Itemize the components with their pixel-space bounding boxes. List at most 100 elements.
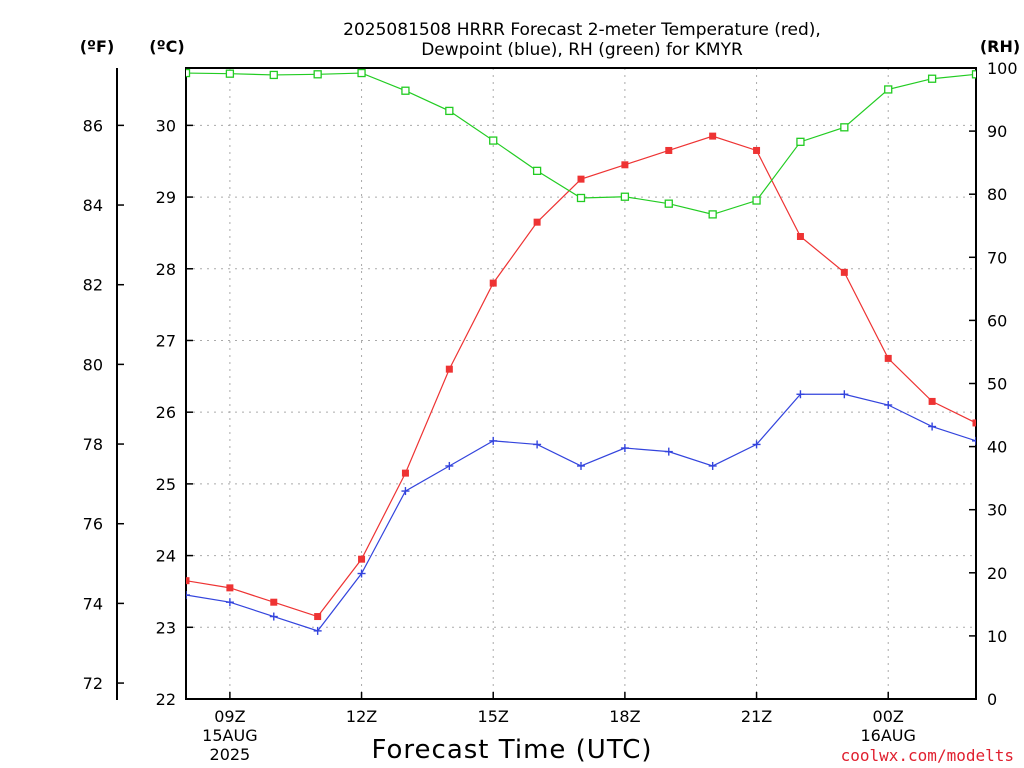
dewpoint-data-point bbox=[796, 390, 805, 399]
dewpoint-data-point bbox=[620, 444, 629, 453]
dewpoint-data-point bbox=[708, 461, 717, 470]
x-tick-label: 18Z bbox=[609, 707, 640, 726]
unit-celsius-label: (ºC) bbox=[149, 37, 184, 56]
rh-data-point bbox=[796, 137, 805, 146]
temperature-data-point bbox=[709, 132, 717, 140]
fahrenheit-tick-label: 82 bbox=[83, 276, 103, 295]
dewpoint-data-point bbox=[489, 436, 498, 445]
dewpoint-data-point bbox=[752, 440, 761, 449]
temperature-data-point bbox=[358, 555, 366, 563]
fahrenheit-tick-label: 74 bbox=[83, 594, 103, 613]
rh-data-point bbox=[532, 166, 542, 176]
temperature-data-point bbox=[186, 577, 190, 585]
rh-tick-label: 30 bbox=[987, 501, 1007, 520]
dewpoint-data-point bbox=[269, 612, 278, 621]
rh-data-point bbox=[752, 196, 761, 205]
rh-data-point bbox=[357, 68, 366, 78]
unit-rh-label: (RH) bbox=[980, 37, 1020, 56]
grid-lines bbox=[186, 68, 976, 699]
temperature-data-point bbox=[445, 365, 453, 373]
fahrenheit-tick-label: 76 bbox=[83, 515, 103, 534]
temperature-data-point bbox=[621, 161, 629, 169]
rh-data-point bbox=[401, 86, 410, 95]
temperature-data-point bbox=[884, 354, 892, 362]
dewpoint-data-point bbox=[664, 447, 673, 456]
temperature-data-point bbox=[840, 268, 848, 276]
dewpoint-data-point bbox=[884, 401, 893, 410]
temperature-data-point bbox=[270, 598, 278, 606]
rh-tick-label: 40 bbox=[987, 438, 1007, 457]
x-tick-label: 21Z bbox=[741, 707, 772, 726]
rh-data-point bbox=[225, 69, 235, 78]
chart-title-line2: Dewpoint (blue), RH (green) for KMYR bbox=[421, 40, 743, 60]
temperature-data-point bbox=[489, 279, 497, 287]
celsius-tick-label: 24 bbox=[156, 547, 176, 566]
celsius-tick-label: 29 bbox=[156, 188, 176, 207]
rh-tick-label: 100 bbox=[987, 59, 1018, 78]
dewpoint-data-point bbox=[357, 569, 366, 578]
rh-data-point bbox=[664, 199, 673, 208]
rh-series-line bbox=[186, 72, 976, 216]
x-tick-label: 15AUG bbox=[202, 726, 257, 745]
temperature-data-point bbox=[577, 175, 585, 183]
temperature-data-point bbox=[401, 469, 409, 477]
celsius-tick-label: 25 bbox=[156, 475, 176, 494]
dewpoint-data-point bbox=[445, 461, 454, 470]
temperature-data-point bbox=[533, 218, 541, 226]
rh-tick-label: 70 bbox=[987, 248, 1007, 267]
rh-data-point bbox=[971, 70, 976, 79]
celsius-tick-label: 26 bbox=[156, 403, 176, 422]
x-tick-label: 12Z bbox=[346, 707, 377, 726]
x-tick-label: 15Z bbox=[478, 707, 509, 726]
rh-data-point bbox=[620, 192, 630, 201]
temperature-data-point bbox=[753, 146, 761, 154]
x-tick-label: 16AUG bbox=[861, 726, 916, 745]
rh-data-point bbox=[313, 70, 322, 79]
rh-tick-label: 60 bbox=[987, 311, 1007, 330]
fahrenheit-tick-label: 84 bbox=[83, 196, 103, 215]
rh-tick-label: 50 bbox=[987, 375, 1007, 394]
dewpoint-series-line bbox=[186, 393, 976, 632]
dewpoint-data-point bbox=[533, 440, 542, 449]
fahrenheit-tick-label: 80 bbox=[83, 355, 103, 374]
dewpoint-data-point bbox=[401, 487, 410, 496]
rh-data-point bbox=[489, 136, 498, 145]
dewpoint-data-point bbox=[928, 422, 937, 431]
rh-data-point bbox=[186, 68, 191, 78]
rh-data-point bbox=[576, 193, 586, 203]
temperature-data-point bbox=[314, 613, 322, 621]
fahrenheit-tick-label: 86 bbox=[83, 116, 103, 135]
temperature-data-point bbox=[928, 397, 936, 405]
celsius-tick-label: 22 bbox=[156, 690, 176, 709]
x-tick-label: 00Z bbox=[873, 707, 904, 726]
dewpoint-data-point bbox=[313, 626, 322, 635]
rh-tick-label: 10 bbox=[987, 627, 1007, 646]
x-axis-title: Forecast Time (UTC) bbox=[371, 735, 652, 765]
data-series bbox=[186, 68, 976, 635]
rh-data-point bbox=[884, 85, 893, 94]
x-tick-label: 09Z bbox=[214, 707, 245, 726]
dewpoint-data-point bbox=[225, 598, 234, 607]
rh-data-point bbox=[840, 123, 849, 132]
temperature-data-point bbox=[796, 233, 804, 241]
plot-frame bbox=[185, 67, 977, 700]
rh-tick-label: 20 bbox=[987, 564, 1007, 583]
rh-data-point bbox=[269, 70, 278, 80]
rh-tick-label: 90 bbox=[987, 122, 1007, 141]
dewpoint-data-point bbox=[577, 461, 585, 470]
dewpoint-data-point bbox=[972, 436, 976, 445]
temperature-data-point bbox=[972, 419, 976, 427]
rh-data-point bbox=[927, 74, 937, 83]
rh-tick-label: 0 bbox=[987, 690, 997, 709]
rh-data-point bbox=[445, 106, 454, 116]
celsius-tick-label: 28 bbox=[156, 260, 176, 279]
unit-fahrenheit-label: (ºF) bbox=[80, 37, 115, 56]
celsius-tick-label: 27 bbox=[156, 331, 176, 350]
temperature-series-line bbox=[186, 135, 976, 618]
axes bbox=[116, 67, 977, 700]
celsius-tick-label: 30 bbox=[156, 116, 176, 135]
rh-data-point bbox=[708, 210, 717, 219]
chart-title-line1: 2025081508 HRRR Forecast 2-meter Tempera… bbox=[343, 20, 821, 40]
rh-tick-label: 80 bbox=[987, 185, 1007, 204]
x-tick-label: 2025 bbox=[210, 745, 251, 764]
